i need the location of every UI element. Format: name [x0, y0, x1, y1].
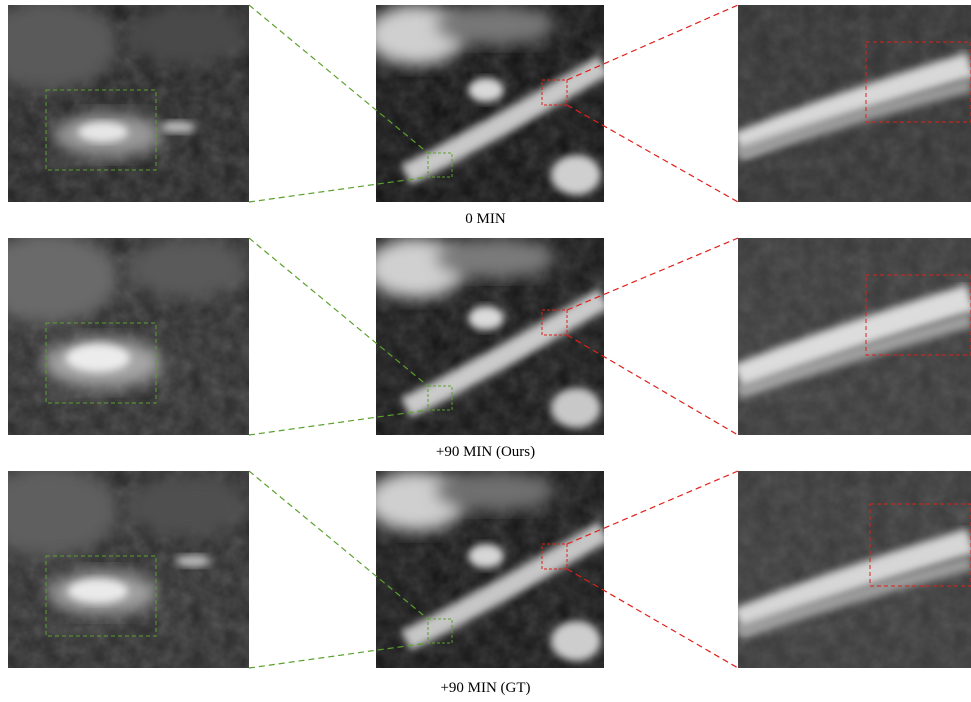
- row3-left-zoom-image: [8, 471, 249, 668]
- row2-right-zoom-image: [738, 238, 971, 435]
- row3-right-zoom-image: [738, 471, 971, 668]
- row2-center-overview-image: [376, 238, 604, 435]
- row1-right-zoom-image: [738, 5, 971, 202]
- row1-center-overview-image: [376, 5, 604, 202]
- row1-left-zoom-image: [8, 5, 249, 202]
- row3-caption: +90 MIN (GT): [440, 680, 531, 696]
- row2-left-zoom-image: [8, 238, 249, 435]
- row3-center-overview-image: [376, 471, 604, 668]
- row2-caption: +90 MIN (Ours): [435, 444, 536, 460]
- row1-caption: 0 MIN: [465, 211, 506, 227]
